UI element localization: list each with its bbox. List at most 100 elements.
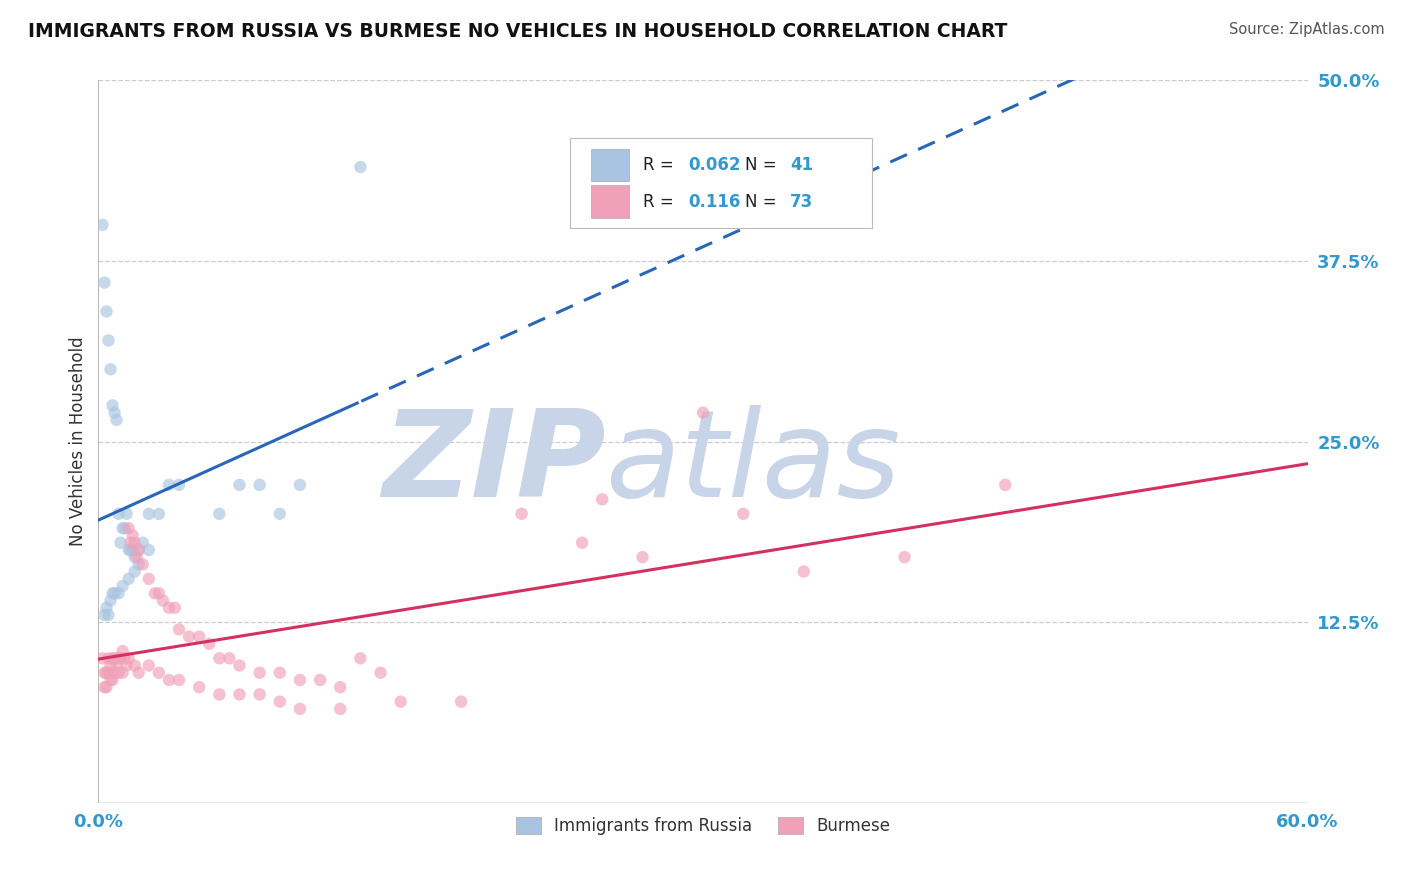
Point: [309, 673, 332, 687]
Point: [128, 558, 150, 572]
Text: 41: 41: [790, 156, 813, 174]
Point: [93, 680, 115, 694]
Point: [349, 160, 371, 174]
Y-axis label: No Vehicles in Household: No Vehicles in Household: [69, 336, 87, 547]
Point: [121, 528, 143, 542]
Point: [105, 658, 128, 673]
Point: [107, 507, 129, 521]
Point: [269, 695, 291, 709]
Point: [994, 478, 1017, 492]
Point: [157, 673, 180, 687]
Point: [111, 644, 134, 658]
Point: [269, 507, 291, 521]
Point: [124, 565, 146, 579]
Point: [143, 586, 166, 600]
Point: [793, 565, 815, 579]
Point: [118, 572, 141, 586]
Point: [107, 586, 129, 600]
Point: [97, 651, 120, 665]
Point: [249, 687, 271, 701]
Text: ZIP: ZIP: [382, 405, 606, 522]
Point: [103, 406, 125, 420]
Point: [288, 478, 311, 492]
Point: [148, 586, 170, 600]
Point: [105, 413, 128, 427]
Text: N =: N =: [745, 156, 782, 174]
Point: [101, 651, 124, 665]
Point: [329, 702, 352, 716]
Point: [118, 521, 141, 535]
Point: [208, 651, 231, 665]
Point: [198, 637, 221, 651]
Point: [138, 542, 160, 557]
Point: [97, 607, 120, 622]
Point: [148, 507, 170, 521]
Point: [591, 492, 613, 507]
Text: IMMIGRANTS FROM RUSSIA VS BURMESE NO VEHICLES IN HOUSEHOLD CORRELATION CHART: IMMIGRANTS FROM RUSSIA VS BURMESE NO VEH…: [28, 22, 1008, 41]
Point: [349, 651, 371, 665]
Point: [167, 673, 190, 687]
Point: [111, 579, 134, 593]
Point: [91, 651, 114, 665]
Point: [107, 665, 129, 680]
Point: [132, 535, 155, 549]
Bar: [591, 186, 630, 218]
Text: 0.116: 0.116: [689, 193, 741, 211]
Point: [93, 665, 115, 680]
Point: [188, 630, 211, 644]
Point: [228, 658, 250, 673]
Point: [163, 600, 186, 615]
Point: [269, 665, 291, 680]
Point: [97, 334, 120, 348]
Text: Source: ZipAtlas.com: Source: ZipAtlas.com: [1229, 22, 1385, 37]
Point: [571, 535, 593, 549]
Point: [101, 673, 124, 687]
Point: [100, 593, 122, 607]
Point: [167, 478, 190, 492]
Point: [100, 673, 122, 687]
Point: [103, 651, 125, 665]
Point: [157, 600, 180, 615]
Point: [893, 550, 915, 565]
Point: [249, 665, 271, 680]
Point: [124, 658, 146, 673]
Point: [103, 665, 125, 680]
Point: [110, 535, 132, 549]
Point: [148, 665, 170, 680]
Point: [100, 362, 122, 376]
Point: [111, 521, 134, 535]
Point: [128, 665, 150, 680]
Point: [179, 630, 201, 644]
Point: [228, 687, 250, 701]
Point: [389, 695, 412, 709]
Point: [208, 507, 231, 521]
Point: [125, 550, 148, 565]
Point: [138, 572, 160, 586]
Point: [370, 665, 392, 680]
Point: [138, 507, 160, 521]
Point: [128, 542, 150, 557]
Text: atlas: atlas: [606, 405, 901, 522]
Point: [128, 542, 150, 557]
Point: [631, 550, 654, 565]
Point: [115, 507, 138, 521]
Point: [120, 535, 142, 549]
Legend: Immigrants from Russia, Burmese: Immigrants from Russia, Burmese: [509, 810, 897, 841]
Point: [91, 218, 114, 232]
Point: [329, 680, 352, 694]
Point: [114, 651, 136, 665]
Point: [124, 535, 146, 549]
Point: [288, 702, 311, 716]
Point: [121, 542, 143, 557]
Point: [138, 658, 160, 673]
Point: [100, 658, 122, 673]
Point: [120, 542, 142, 557]
Point: [96, 665, 118, 680]
Point: [96, 304, 118, 318]
Text: 0.062: 0.062: [689, 156, 741, 174]
Point: [228, 478, 250, 492]
Point: [103, 586, 125, 600]
Point: [692, 406, 714, 420]
FancyBboxPatch shape: [569, 138, 872, 228]
Text: 73: 73: [790, 193, 813, 211]
